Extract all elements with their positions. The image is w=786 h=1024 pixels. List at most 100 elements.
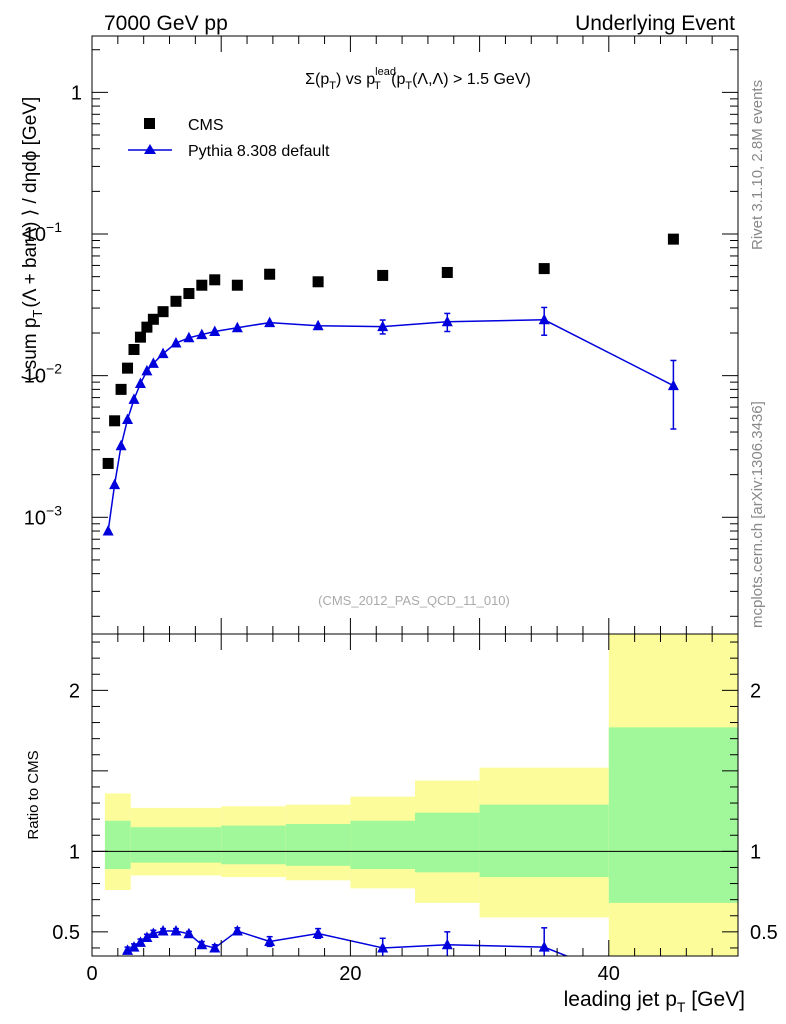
legend-cms-label: CMS (188, 117, 224, 134)
pythia-data-point (128, 393, 140, 404)
x-tick-label: 20 (339, 963, 361, 985)
ratio-y-tick-label-right: 0.5 (750, 922, 778, 944)
pythia-data-point (170, 337, 182, 348)
pythia-data-point (264, 316, 276, 328)
legend-cms-marker (144, 118, 155, 129)
cms-data-point (231, 279, 243, 291)
legend-pythia-marker (144, 144, 156, 154)
ratio-stat-band (350, 820, 415, 870)
ratio-stat-band (608, 727, 738, 903)
pythia-ratio-point (231, 925, 243, 936)
main-ylabel: ⟨ sum pT(Λ + barΛ) ⟩ / dηdϕ [GeV] (20, 97, 45, 382)
cms-data-point (667, 233, 679, 245)
pythia-data-point (115, 439, 127, 451)
cms-data-point (102, 457, 114, 469)
ratio-frame (91, 633, 739, 957)
pythia-ratio-point (141, 931, 153, 942)
pythia-data-point (196, 328, 208, 340)
ratio-bands (104, 634, 738, 956)
cms-data-point (115, 383, 127, 395)
legend: CMS Pythia 8.308 default (128, 117, 330, 160)
cms-data-point (128, 343, 140, 355)
rivet-label: Rivet 3.1.10, 2.8M events (749, 80, 766, 250)
source-label: mcplots.cern.ch [arXiv:1306.3436] (749, 401, 766, 628)
cms-data-point (109, 415, 121, 427)
ratio-stat-band (415, 812, 480, 873)
pythia-data-point (141, 364, 153, 376)
ratio-y-tick-label: 0.5 (52, 922, 80, 944)
main-y-tick-label: 10−2 (24, 361, 62, 388)
cms-data-point (183, 288, 195, 300)
pythia-ratio-point (377, 941, 389, 953)
pythia-data-point (231, 321, 243, 333)
ratio-axes: 0 20 40 0.5 0.5 1 1 2 2 (52, 634, 778, 985)
main-y-tick-label: 1 (71, 82, 82, 104)
pythia-data-point (109, 478, 121, 490)
cms-data-point (170, 295, 182, 307)
main-data-layer (102, 233, 679, 536)
cms-data-point (122, 362, 134, 374)
pythia-ratio-point (134, 936, 146, 947)
x-tick-label: 40 (598, 963, 620, 985)
pythia-data-point (134, 377, 146, 389)
pythia-data-point (538, 313, 550, 325)
pythia-data-line (107, 319, 674, 532)
ratio-y-tick-label-right: 2 (750, 680, 761, 702)
cms-data-point (196, 279, 208, 291)
pythia-data-point (157, 347, 169, 359)
cms-data-point (538, 263, 550, 275)
pythia-ratio-point (441, 938, 453, 950)
pythia-data-point (183, 331, 195, 343)
pythia-data-point (122, 413, 134, 425)
pythia-data-point (147, 357, 159, 368)
ratio-stat-band (221, 825, 286, 865)
ratio-data-layer (122, 925, 569, 956)
pythia-ratio-point (196, 938, 208, 950)
cms-data-point (209, 274, 221, 286)
main-panel: 10−3 10−2 10−1 1 Σ(pT) vs plead T (pT(Λ,Λ) >… (20, 35, 739, 635)
ratio-stat-band (104, 820, 131, 870)
pythia-data-point (312, 319, 324, 331)
pythia-data-point (377, 320, 389, 332)
ratio-stat-band (130, 827, 222, 863)
pythia-data-point (441, 315, 453, 327)
cms-data-point (441, 266, 453, 278)
pythia-ratio-point (183, 927, 195, 939)
pythia-ratio-point (170, 925, 182, 936)
pythia-data-point (667, 379, 679, 391)
cms-data-point (157, 306, 169, 318)
cms-data-point (134, 331, 146, 343)
legend-pythia-label: Pythia 8.308 default (188, 143, 330, 160)
x-tick-label: 0 (86, 963, 97, 985)
pythia-ratio-point (312, 927, 324, 938)
ratio-stat-band (285, 823, 351, 866)
pythia-data-point (102, 525, 114, 536)
main-y-tick-label: 10−1 (24, 219, 62, 246)
cms-data-point (147, 313, 159, 325)
ratio-y-tick-label: 2 (69, 680, 80, 702)
x-axis-label: leading jet pT [GeV] (564, 988, 745, 1015)
energy-label: 7000 GeV pp (104, 12, 228, 35)
pythia-ratio-point (157, 925, 169, 936)
pythia-data-point (209, 325, 221, 336)
pythia-ratio-point (538, 941, 550, 952)
chart-title: Σ(pT) vs plead T (pT(Λ,Λ) > 1.5 GeV) (305, 66, 531, 92)
ratio-y-tick-label-right: 1 (750, 841, 761, 863)
cms-data-point (312, 276, 324, 288)
analysis-watermark: (CMS_2012_PAS_QCD_11_010) (318, 593, 510, 608)
pythia-ratio-point (264, 935, 276, 947)
cms-data-point (141, 321, 153, 333)
pythia-ratio-point (128, 941, 140, 952)
main-y-tick-label: 10−3 (24, 502, 62, 529)
pythia-ratio-point (209, 941, 221, 953)
ratio-stat-band (479, 804, 609, 878)
cms-data-point (377, 269, 389, 281)
cms-data-point (264, 268, 276, 280)
main-axes: 10−3 10−2 10−1 1 (24, 36, 739, 634)
ratio-y-tick-label: 1 (69, 841, 80, 863)
process-label: Underlying Event (575, 12, 735, 35)
ratio-ylabel: Ratio to CMS (25, 750, 42, 839)
ratio-panel: 0 20 40 0.5 0.5 1 1 2 2 Ratio to CMS (25, 633, 778, 985)
pythia-ratio-point (122, 944, 134, 955)
